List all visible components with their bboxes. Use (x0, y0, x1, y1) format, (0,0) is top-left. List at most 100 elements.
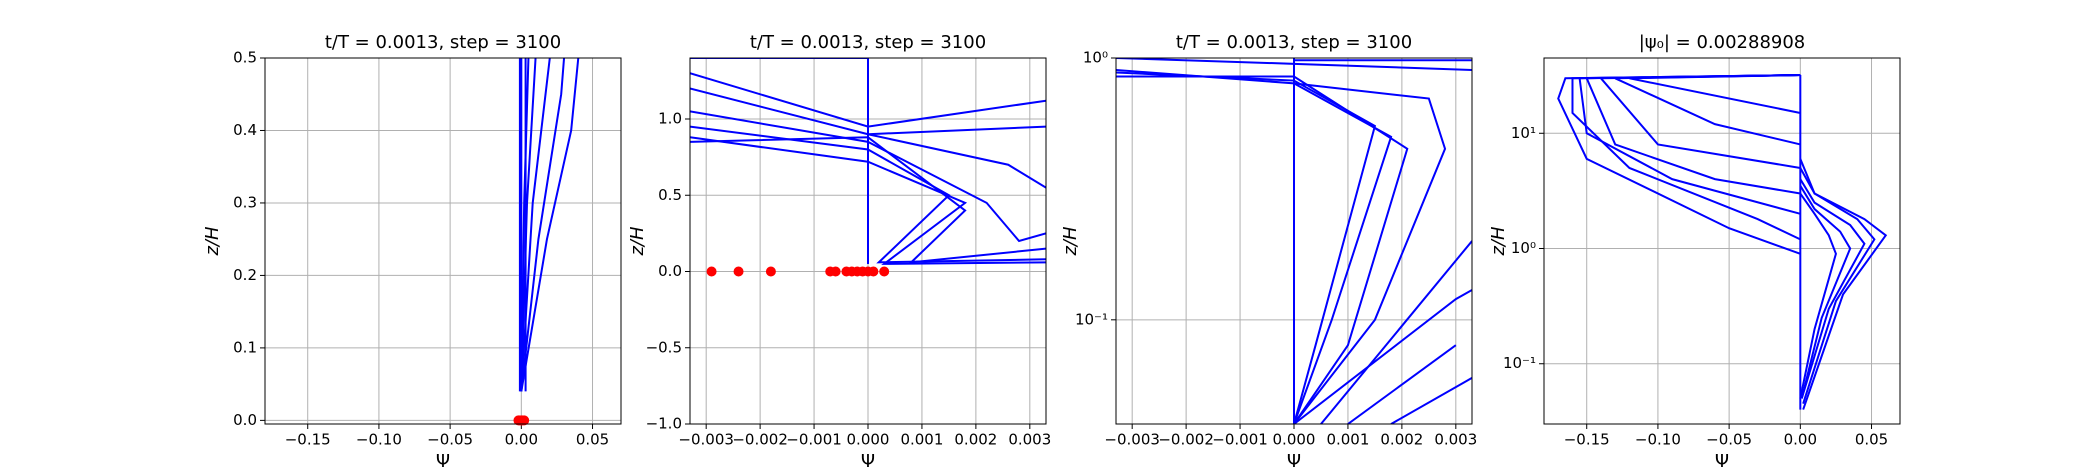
x-tick-label: −0.05 (1706, 431, 1752, 449)
x-tick-label: 0.000 (1273, 431, 1316, 449)
profile-line (1799, 185, 1852, 399)
profile-line (1598, 74, 1801, 169)
x-tick-label: 0.003 (1434, 431, 1477, 449)
y-tick-label: 0.2 (233, 266, 257, 284)
profile-line (690, 110, 1046, 243)
data-layer (1116, 58, 1472, 424)
x-tick-label: −0.001 (1212, 431, 1268, 449)
panel-title: t/T = 0.0013, step = 3100 (1176, 32, 1412, 53)
panel-title: t/T = 0.0013, step = 3100 (325, 32, 561, 53)
profile-line (520, 58, 566, 392)
x-tick-label: −0.003 (678, 431, 734, 449)
scatter-point (868, 266, 879, 277)
x-tick-label: −0.002 (1158, 431, 1214, 449)
data-layer (690, 58, 1046, 265)
x-tick-label: −0.002 (732, 431, 788, 449)
x-tick-label: 0.00 (1784, 431, 1817, 449)
scatter-point (879, 266, 890, 277)
profile-line (1799, 178, 1866, 399)
profile-line (1116, 71, 1377, 424)
axes-frame (689, 57, 1047, 425)
data-layer (518, 58, 580, 392)
x-tick-label: 0.05 (576, 431, 609, 449)
y-tick-label: 0.3 (233, 193, 257, 211)
profile-line (690, 125, 1046, 264)
scatter-point (519, 415, 530, 426)
profile-line (867, 125, 1046, 136)
profile-line (1116, 68, 1393, 424)
profile-line (1629, 74, 1801, 114)
x-axis-label: Ψ (1287, 451, 1301, 472)
y-tick-label: −1.0 (646, 415, 682, 433)
axes-frame (1115, 57, 1473, 425)
x-tick-label: 0.001 (900, 431, 943, 449)
y-tick-label: 0.0 (233, 411, 257, 429)
y-tick-label: −0.5 (646, 338, 682, 356)
scatter-point (733, 266, 744, 277)
y-tick-label: 1.0 (658, 110, 682, 128)
scatter-point (765, 266, 776, 277)
x-tick-label: 0.003 (1008, 431, 1051, 449)
data-layer (1557, 74, 1888, 410)
x-tick-label: 0.05 (1855, 431, 1888, 449)
y-axis-label: z/H (202, 226, 223, 257)
profile-line (1116, 75, 1409, 424)
x-tick-label: −0.15 (285, 431, 331, 449)
profile-line (1799, 192, 1837, 399)
profile-line (520, 58, 537, 392)
x-tick-label: −0.10 (356, 431, 402, 449)
y-tick-label: 0.0 (658, 262, 682, 280)
y-tick-label: 10⁻¹ (1075, 310, 1108, 328)
profile-line (1320, 240, 1472, 424)
profile-line (1557, 74, 1801, 255)
x-tick-label: 0.00 (505, 431, 538, 449)
profile-line (690, 58, 869, 264)
x-axis-label: Ψ (1715, 451, 1729, 472)
profile-line (1347, 344, 1457, 424)
y-axis-label: z/H (627, 226, 648, 257)
profile-line (1116, 58, 1295, 424)
plot-area: −0.003−0.002−0.001 0.000 0.001 0.002 0.003 −1… (627, 32, 1051, 472)
profile-line (1585, 74, 1801, 195)
y-tick-label: 0.5 (658, 186, 682, 204)
profile-line (1614, 74, 1801, 146)
x-axis-label: Ψ (861, 451, 875, 472)
profile-line (690, 136, 1046, 265)
y-tick-label: 0.4 (233, 121, 257, 139)
scatter-point (830, 266, 841, 277)
x-tick-label: −0.001 (786, 431, 842, 449)
panel-title: t/T = 0.0013, step = 3100 (750, 32, 986, 53)
x-tick-label: 0.001 (1326, 431, 1369, 449)
profile-line (1390, 377, 1472, 424)
x-tick-label: 0.002 (1380, 431, 1423, 449)
x-tick-label: 0.002 (954, 431, 997, 449)
profile-line (690, 136, 1046, 264)
y-tick-label: 10⁰ (1083, 49, 1108, 67)
x-tick-label: −0.003 (1104, 431, 1160, 449)
profile-line (520, 58, 580, 392)
axes-frame (264, 57, 622, 425)
panel-title: |ψ₀| = 0.00288908 (1639, 32, 1806, 53)
profile-line (690, 87, 1046, 189)
x-tick-label: −0.15 (1564, 431, 1610, 449)
y-tick-label: 10⁻¹ (1503, 354, 1536, 372)
y-tick-label: 10⁰ (1511, 239, 1536, 257)
y-tick-label: 0.1 (233, 338, 257, 356)
profile-line (1293, 289, 1472, 424)
x-tick-label: −0.05 (427, 431, 473, 449)
profile-line (1293, 82, 1447, 424)
y-axis-label: z/H (1060, 226, 1081, 257)
plot-area: −0.15 −0.10 −0.05 0.00 0.05 0.0 0.1 0.2 0.3 0.4 0.… (202, 32, 622, 472)
x-axis-label: Ψ (436, 451, 450, 472)
x-tick-label: −0.10 (1635, 431, 1681, 449)
y-axis-label: z/H (1488, 226, 1509, 257)
profile-line (1293, 62, 1472, 71)
y-tick-label: 10¹ (1511, 124, 1536, 142)
scatter-point (706, 266, 717, 277)
y-tick-label: 0.5 (233, 49, 257, 67)
x-tick-label: 0.000 (847, 431, 890, 449)
plot-area: −0.15 −0.10 −0.05 0.00 0.05 10⁻¹ 10⁰ 10¹ |ψ₀| = … (1488, 32, 1901, 472)
profile-line (1571, 74, 1801, 241)
plot-area: −0.003−0.002−0.001 0.000 0.001 0.002 0.003 10… (1060, 32, 1477, 472)
